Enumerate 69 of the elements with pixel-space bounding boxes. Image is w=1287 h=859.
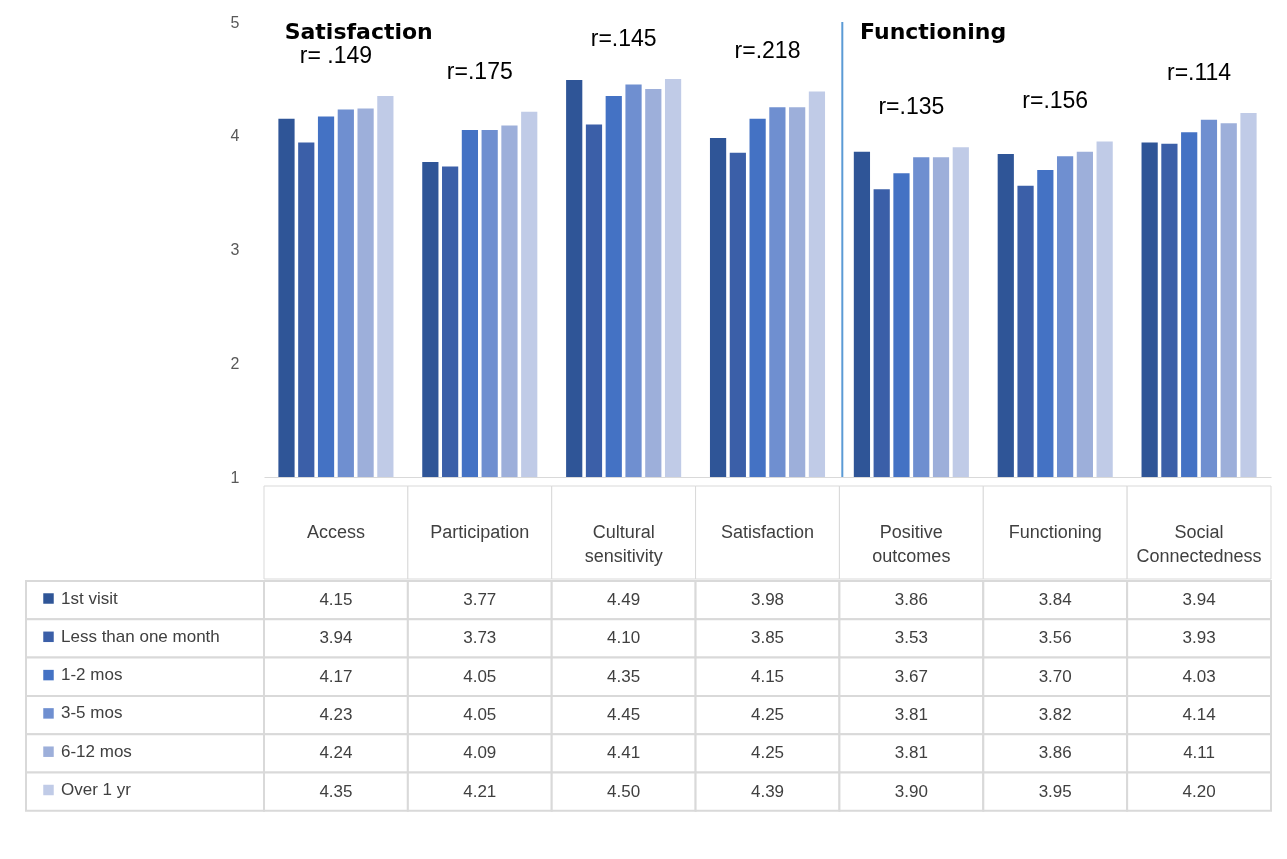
text: 3.86 <box>1038 743 1072 763</box>
legend-label: 3-5 mos <box>61 703 123 723</box>
annotation: r=.135 <box>878 93 945 120</box>
text: 4.41 <box>607 743 641 763</box>
text: 3.86 <box>894 590 928 610</box>
text: 3.94 <box>319 628 353 648</box>
annotation: r=.114 <box>1166 59 1232 85</box>
legend-label: 1st visit <box>61 588 118 608</box>
x-tick-label: Access <box>306 521 365 542</box>
annotation: r=.145 <box>590 24 657 51</box>
text: 4.45 <box>607 705 641 725</box>
text: 3.90 <box>894 781 928 801</box>
text: 4.15 <box>750 666 785 686</box>
text: 3.73 <box>463 628 497 648</box>
text: 3.67 <box>894 666 928 686</box>
text: 4.17 <box>319 666 353 686</box>
text: 4.39 <box>750 781 785 801</box>
text: 4.49 <box>607 590 641 610</box>
text: 4.23 <box>319 705 353 725</box>
text: 4.05 <box>463 705 497 725</box>
text: 4.14 <box>1182 705 1216 725</box>
annotation: r=.175 <box>446 57 513 84</box>
text: 4.15 <box>319 590 353 610</box>
text: 3.56 <box>1038 628 1072 648</box>
annotation: Functioning <box>860 19 1007 44</box>
annotation: r=.156 <box>1022 87 1089 114</box>
text: 4.10 <box>607 628 641 648</box>
text: 3.77 <box>463 590 497 610</box>
y-tick-label: 2 <box>230 354 240 372</box>
text: 4.21 <box>463 781 497 801</box>
x-tick-label: Positive outcomes <box>872 521 951 566</box>
text: 3.98 <box>750 590 785 610</box>
y-tick-label: 4 <box>230 127 240 145</box>
y-tick-label: 1 <box>230 468 240 486</box>
y-tick-label: 3 <box>230 241 240 258</box>
text: 3.70 <box>1038 666 1072 686</box>
text: 3.53 <box>894 628 928 648</box>
text: 4.25 <box>750 743 785 763</box>
text: 3.94 <box>1182 590 1216 610</box>
text: 4.11 <box>1183 743 1215 763</box>
x-tick-label: Cultural sensitivity <box>584 521 663 566</box>
legend-label: Less than one month <box>61 626 220 646</box>
text: 4.20 <box>1182 781 1216 801</box>
legend-label: 6-12 mos <box>61 741 132 761</box>
text: 4.25 <box>750 705 785 725</box>
x-tick-label: Social Connectedness <box>1136 521 1262 566</box>
text: 3.84 <box>1038 590 1072 610</box>
text: 4.35 <box>607 666 641 686</box>
annotation: r=.218 <box>734 37 801 64</box>
annotation: r= .149 <box>299 41 373 68</box>
text: 4.03 <box>1182 666 1216 686</box>
annotation: Satisfaction <box>284 19 433 44</box>
y-tick-label: 5 <box>230 13 240 31</box>
text: 4.35 <box>319 781 353 801</box>
x-tick-label: Participation <box>430 521 530 542</box>
legend-label: 1-2 mos <box>61 665 123 685</box>
text: 3.93 <box>1182 628 1216 648</box>
text: 4.05 <box>463 666 497 686</box>
text: 4.50 <box>607 781 641 801</box>
text: 3.82 <box>1038 705 1072 725</box>
text: 3.81 <box>894 705 928 725</box>
x-tick-label: Satisfaction <box>720 521 815 542</box>
text: 3.95 <box>1038 781 1072 801</box>
text: 3.81 <box>894 743 928 763</box>
legend-label: Over 1 yr <box>61 780 132 799</box>
text: 4.24 <box>319 743 353 763</box>
x-tick-label: Functioning <box>1008 521 1102 542</box>
text: 4.09 <box>463 743 497 763</box>
text: 3.85 <box>750 628 785 648</box>
